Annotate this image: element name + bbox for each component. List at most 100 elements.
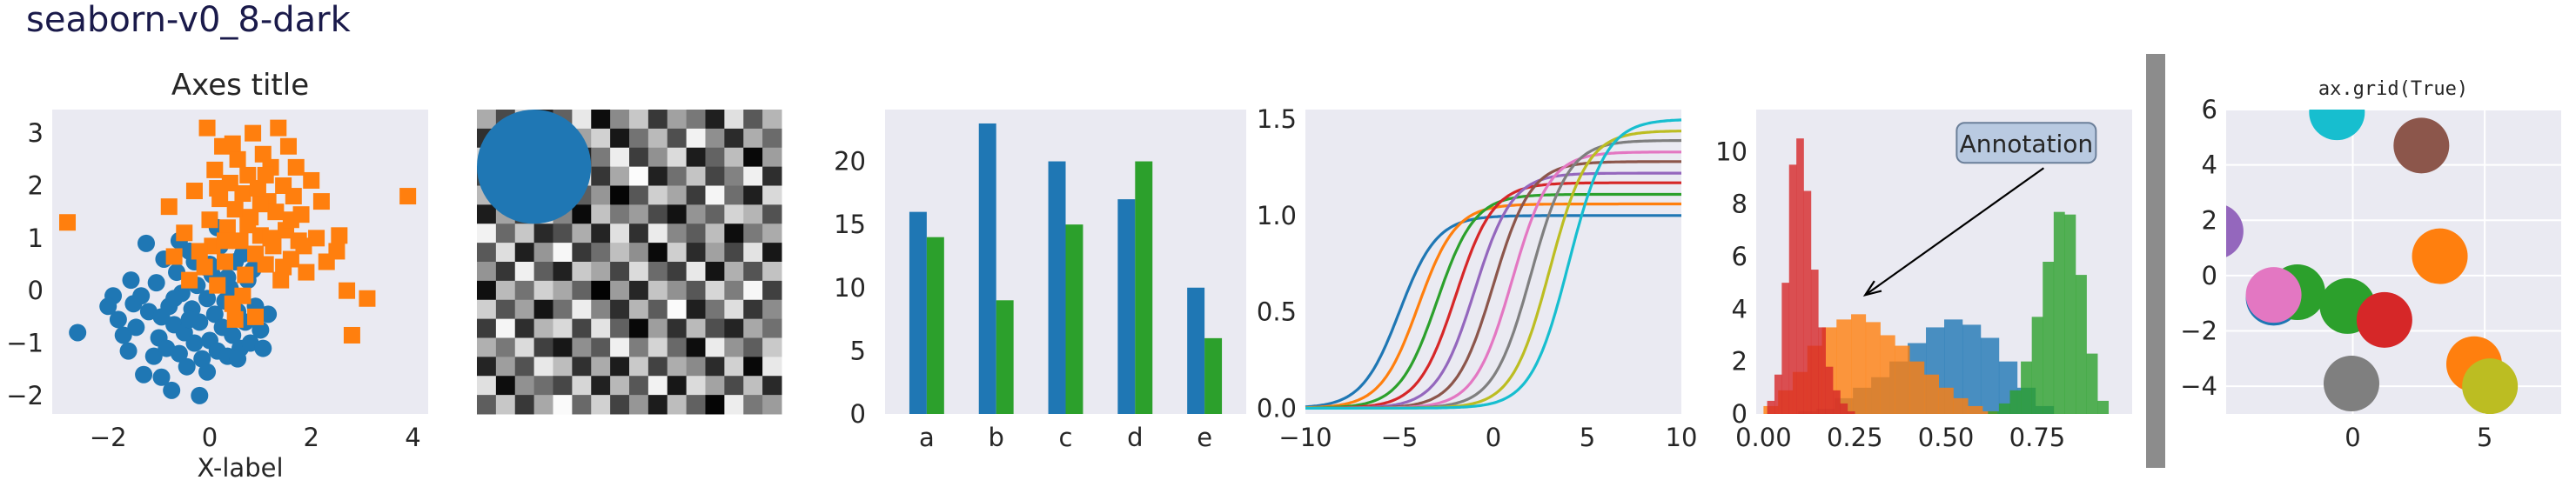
heatmap-cell [477,223,497,244]
heatmap-cell [495,280,516,301]
scatter-point-circle [178,357,196,376]
heatmap-cell [686,185,706,205]
heatmap-cell [495,318,516,338]
heatmap-cell [610,318,630,338]
heatmap-cell [743,223,763,244]
heatmap-cell [591,395,611,415]
circle-marker [2309,110,2365,141]
heatmap-cell [533,223,553,244]
heatmap-cell [647,262,668,282]
scatter-point-square [328,243,345,260]
heatmap-cell [553,395,573,415]
heatmap-cell [610,243,630,263]
histogram-bar [2064,214,2076,414]
heatmap-cell [762,243,782,263]
heatmap-cell [610,185,630,205]
lines-xtick-label: 5 [1580,423,1595,452]
scatter-point-square [234,287,252,304]
heatmap-cell [610,204,630,224]
heatmap-cell [762,262,782,282]
sigmoid-lines-panel: 0.0 0.5 1.0 1.5 −10 −5 0 5 10 [1257,104,1698,452]
scatter-point-square [287,158,305,176]
scatter-point-square [221,174,238,191]
scatter-point-square [295,237,312,255]
image-panel [477,110,782,415]
histogram-bar [1825,366,1834,414]
bar-ytick-label: 10 [834,273,866,303]
bar-category-label: e [1197,423,1212,452]
circle-marker [2323,356,2379,411]
heatmap-cell [667,395,688,415]
heatmap-cell [629,147,649,168]
heatmap-cell [477,280,497,301]
scatter-point-square [191,243,208,260]
histogram-bar [1803,190,1812,414]
heatmap-cell [477,204,497,224]
scatter-point-circle [122,271,140,290]
annotation-text: Annotation [1960,130,2094,158]
heatmap-cell [705,147,725,168]
circles-ytick-label: 2 [2202,205,2217,235]
heatmap-cell [514,280,535,301]
scatter-point-circle [109,310,127,329]
heatmap-cell [629,166,649,186]
heatmap-cell [553,299,573,320]
scatter-point-square [239,166,257,183]
heatmap-cell [495,223,516,244]
bar [1187,287,1205,414]
bar [1048,161,1066,414]
heatmap-cell [705,318,725,338]
histogram-bar [1774,374,1782,414]
scatter-point-square [176,224,193,242]
scatter-point-square [216,232,233,250]
circle-marker [2462,358,2519,414]
heatmap-cell [572,280,592,301]
circle-marker [2393,117,2450,174]
heatmap-cell [572,395,592,415]
heatmap-cell [667,147,688,168]
heatmap-cell [514,337,535,357]
lines-ytick-label: 0.5 [1257,297,1297,327]
scatter-point-circle [205,305,224,324]
scatter-point-square [226,310,244,328]
heatmap-cell [514,299,535,320]
scatter-point-square [275,258,292,276]
histogram-bar [1810,270,1819,414]
heatmap-cell [724,147,744,168]
heatmap-cell [477,357,497,377]
heatmap-cell [610,337,630,357]
heatmap-cell [610,128,630,149]
scatter-point-square [160,198,178,216]
scatter-point-square [247,308,265,325]
heatmap-cell [572,204,592,224]
scatter-point-circle [224,326,242,344]
heatmap-cell [762,147,782,168]
bar-ytick-label: 5 [850,336,866,365]
heatmap-cell [553,223,573,244]
heatmap-cell [495,262,516,282]
circles-xtick-label: 5 [2477,423,2492,452]
scatter-xtick-label: 2 [304,423,319,452]
lines-ytick-label: 1.5 [1257,104,1297,134]
bar [909,211,927,414]
histogram-bar [1788,164,1797,414]
heatmap-cell [610,110,630,130]
histogram-bar [1880,335,1895,414]
heatmap-cell [647,280,668,301]
bar-ytick-label: 0 [850,399,866,429]
heatmap-cell [724,223,744,244]
histogram-bar [1818,327,1826,414]
scatter-points [59,119,417,404]
histogram-bar [1962,324,1982,414]
scatter-point-square [254,145,272,163]
heatmap-cell [686,376,706,396]
heatmap-cell [743,243,763,263]
heatmap-cell [705,243,725,263]
heatmap-cell [686,128,706,149]
histogram-bar [1840,403,1848,414]
heatmap-cell [743,280,763,301]
heatmap-cell [762,299,782,320]
scatter-xtick-label: 0 [202,423,218,452]
histogram-bar [1968,405,1983,414]
